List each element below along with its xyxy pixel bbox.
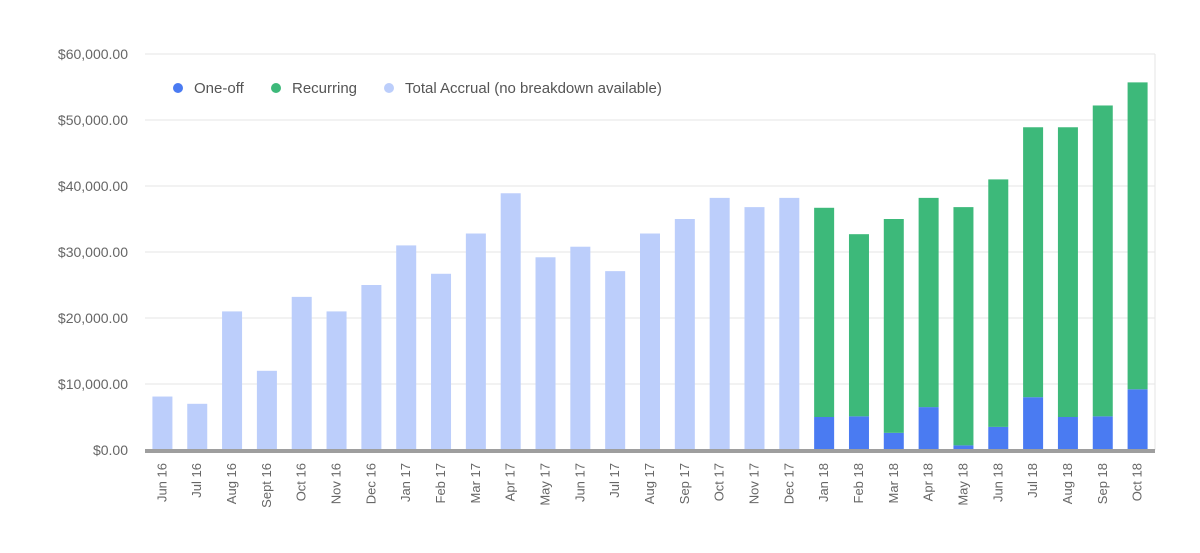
x-tick-label: Jul 17	[607, 463, 622, 498]
bar-total	[779, 197, 800, 450]
x-tick-label: Jul 18	[1025, 463, 1040, 498]
x-tick-label: May 17	[538, 463, 553, 506]
y-tick-label: $50,000.00	[58, 112, 128, 128]
bar-oneoff	[814, 417, 835, 450]
bar-total	[640, 233, 660, 450]
x-axis-ticks: Jun 16 Jul 16 Aug 16 Sept 16 Oct 16 Nov 16 Dec…	[154, 463, 1144, 508]
x-tick-label: May 18	[955, 463, 970, 506]
bar-recurring	[953, 207, 974, 446]
bar-total	[605, 271, 626, 450]
bar-recurring	[883, 219, 904, 433]
y-tick-label: $0.00	[93, 442, 128, 458]
bar-oneoff	[918, 407, 939, 450]
x-tick-label: Jun 16	[154, 463, 169, 502]
bar-total	[396, 245, 417, 450]
bar-total	[431, 273, 452, 450]
bar-recurring	[918, 197, 939, 408]
bar-oneoff	[953, 445, 974, 450]
bar-recurring	[1057, 127, 1078, 417]
y-tick-label: $20,000.00	[58, 310, 128, 326]
bar-oneoff	[988, 426, 1009, 450]
x-tick-label: Jun 17	[572, 463, 587, 502]
y-tick-label: $10,000.00	[58, 376, 128, 392]
bar-recurring	[988, 179, 1009, 427]
bar-oneoff	[883, 432, 904, 450]
bar-recurring	[1127, 82, 1148, 390]
x-axis-line	[145, 449, 1155, 453]
x-tick-label: Sep 17	[677, 463, 692, 504]
bar-total	[222, 311, 243, 450]
x-tick-label: Oct 17	[712, 463, 727, 501]
legend-item[interactable]: Total Accrual (no breakdown available)	[384, 80, 662, 97]
legend-label: Total Accrual (no breakdown available)	[405, 80, 662, 97]
bar-total	[326, 311, 347, 450]
bar-total	[291, 296, 312, 450]
bar-recurring	[814, 207, 835, 417]
bar-oneoff	[848, 416, 869, 450]
x-tick-label: Aug 17	[642, 463, 657, 504]
bar-total	[744, 207, 765, 450]
x-tick-label: Jul 16	[189, 463, 204, 498]
y-tick-label: $30,000.00	[58, 244, 128, 260]
legend-swatch	[173, 83, 183, 93]
bar-total	[152, 396, 173, 450]
x-tick-label: Feb 18	[851, 463, 866, 503]
bar-total	[535, 257, 556, 450]
x-tick-label: Dec 16	[363, 463, 378, 504]
bar-total	[465, 233, 486, 450]
x-tick-label: Dec 17	[781, 463, 796, 504]
bar-total	[187, 403, 208, 450]
x-tick-label: Nov 16	[329, 463, 344, 504]
x-tick-label: Oct 18	[1130, 463, 1145, 501]
bar-recurring	[848, 234, 869, 417]
y-tick-label: $40,000.00	[58, 178, 128, 194]
bar-oneoff	[1092, 416, 1113, 450]
x-tick-label: Sept 16	[259, 463, 274, 508]
bar-oneoff	[1023, 397, 1044, 450]
x-tick-label: Mar 17	[468, 463, 483, 503]
legend-swatch	[271, 83, 281, 93]
bar-total	[500, 193, 521, 450]
bar-total	[709, 197, 730, 450]
bar-recurring	[1092, 105, 1113, 417]
x-tick-label: Aug 18	[1060, 463, 1075, 504]
y-tick-label: $60,000.00	[58, 46, 128, 62]
x-tick-label: Jun 18	[990, 463, 1005, 502]
bar-total	[256, 370, 277, 450]
x-tick-label: Apr 18	[921, 463, 936, 501]
legend-swatch	[384, 83, 394, 93]
bar-recurring	[1023, 127, 1044, 398]
bar-oneoff	[1057, 417, 1078, 450]
bar-oneoff	[1127, 389, 1148, 450]
x-tick-label: Apr 17	[503, 463, 518, 501]
x-tick-label: Jan 18	[816, 463, 831, 502]
legend: One-off Recurring Total Accrual (no breakd…	[173, 80, 662, 97]
legend-item[interactable]: Recurring	[271, 80, 357, 97]
x-axis	[145, 449, 1155, 453]
bar-total	[361, 285, 382, 450]
legend-item[interactable]: One-off	[173, 80, 245, 97]
bars	[152, 82, 1148, 450]
x-tick-label: Jan 17	[398, 463, 413, 502]
x-tick-label: Sep 18	[1095, 463, 1110, 504]
legend-label: One-off	[194, 80, 245, 97]
x-tick-label: Nov 17	[746, 463, 761, 504]
legend-label: Recurring	[292, 80, 357, 97]
x-tick-label: Aug 16	[224, 463, 239, 504]
x-tick-label: Oct 16	[294, 463, 309, 501]
y-axis-ticks: $0.00 $10,000.00 $20,000.00 $30,000.00 $40,0…	[58, 46, 128, 458]
x-tick-label: Mar 18	[886, 463, 901, 503]
x-tick-label: Feb 17	[433, 463, 448, 503]
bar-total	[570, 246, 591, 450]
bar-total	[674, 219, 695, 450]
